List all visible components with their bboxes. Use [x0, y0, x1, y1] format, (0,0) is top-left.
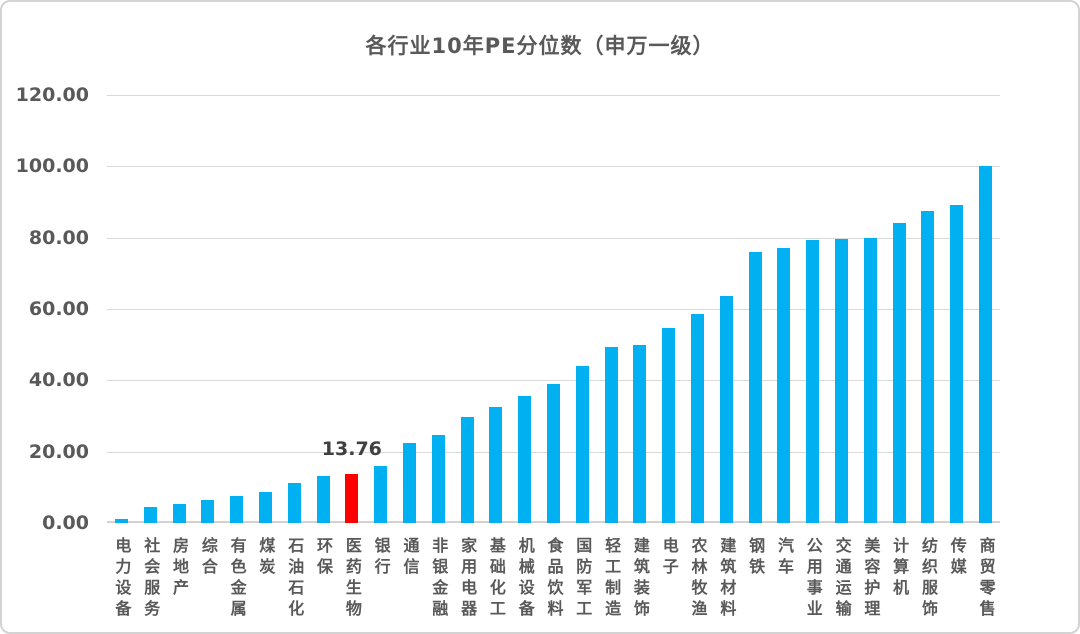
x-tick-label: 电力设备 [112, 537, 132, 621]
bar [892, 223, 906, 523]
x-tick-label: 钢铁 [746, 537, 766, 579]
y-tick-label: 20.00 [28, 440, 89, 463]
bar [374, 465, 388, 523]
x-tick-label: 轻工制造 [602, 537, 622, 621]
bar [258, 492, 272, 523]
y-tick-label: 100.00 [15, 155, 89, 178]
bar [662, 327, 676, 523]
x-tick-label: 公用事业 [803, 537, 823, 621]
x-tick-label: 纺织服饰 [918, 537, 938, 621]
gridline [107, 309, 1000, 310]
gridline [107, 166, 1000, 168]
x-tick-label: 传媒 [947, 537, 967, 579]
value-label: 13.76 [321, 437, 382, 460]
bar [835, 239, 849, 523]
x-tick-label: 社会服务 [141, 537, 161, 621]
bar [633, 344, 647, 523]
bar [201, 499, 215, 523]
bar [547, 383, 560, 523]
bar [921, 210, 935, 523]
bar [402, 442, 416, 523]
bar [143, 506, 157, 523]
x-tick-label: 基础化工 [486, 537, 506, 621]
bar [431, 434, 445, 523]
bar [950, 204, 964, 523]
x-tick-label: 有色金属 [227, 537, 247, 621]
x-tick-label: 银行 [371, 537, 391, 579]
chart-title: 各行业10年PE分位数（申万一级） [365, 34, 715, 58]
bar-highlighted [345, 473, 359, 523]
x-tick-label: 通信 [400, 537, 420, 579]
x-tick-label: 建筑材料 [717, 537, 737, 621]
bar [748, 251, 762, 523]
bar [316, 475, 330, 523]
x-tick-label: 综合 [198, 537, 218, 579]
y-tick-label: 0.00 [42, 512, 89, 534]
y-tick-label: 40.00 [28, 369, 89, 392]
x-tick-label: 国防军工 [573, 537, 593, 621]
bar [172, 504, 186, 523]
x-tick-label: 房地产 [170, 537, 190, 600]
bar [719, 295, 733, 523]
x-tick-label: 商贸零售 [976, 537, 996, 621]
x-tick-label: 建筑装饰 [630, 537, 650, 621]
bar [575, 366, 589, 523]
y-tick-label: 80.00 [28, 226, 89, 249]
y-tick-label: 60.00 [28, 298, 89, 320]
x-tick-label: 交通运输 [832, 537, 852, 621]
bar [230, 495, 244, 523]
x-tick-label: 农林牧渔 [688, 537, 708, 621]
x-tick-label: 食品饮料 [544, 537, 564, 621]
gridline [107, 95, 1000, 96]
plot-area: 0.00 20.00 40.00 60.00 80.00 100.00 120.00 电力设备… [16, 84, 1000, 621]
x-tick-label: 计算机 [890, 537, 910, 600]
x-tick-label: 家用电器 [458, 537, 478, 621]
x-tick-label: 煤炭 [256, 537, 276, 579]
bar [777, 247, 791, 523]
gridline [107, 237, 1000, 239]
x-tick-label: 环保 [314, 537, 334, 579]
x-tick-label: 美容护理 [861, 537, 881, 621]
bar [460, 417, 474, 523]
bar [518, 396, 532, 523]
bar [979, 166, 993, 523]
bar [604, 347, 618, 523]
bar [287, 482, 301, 523]
x-tick-label: 电子 [659, 537, 679, 579]
bar [691, 314, 705, 523]
bar [806, 240, 820, 523]
x-tick-label: 非银金融 [429, 537, 449, 621]
y-tick-label: 120.00 [15, 84, 89, 106]
x-tick-label: 石油石化 [285, 537, 305, 621]
x-tick-label: 汽车 [774, 537, 794, 579]
gridline [107, 380, 1000, 382]
x-tick-label: 医药生物 [342, 537, 362, 621]
bar [114, 518, 128, 523]
bar [489, 407, 503, 523]
x-tick-label: 机械设备 [515, 537, 535, 621]
bar [863, 238, 877, 523]
